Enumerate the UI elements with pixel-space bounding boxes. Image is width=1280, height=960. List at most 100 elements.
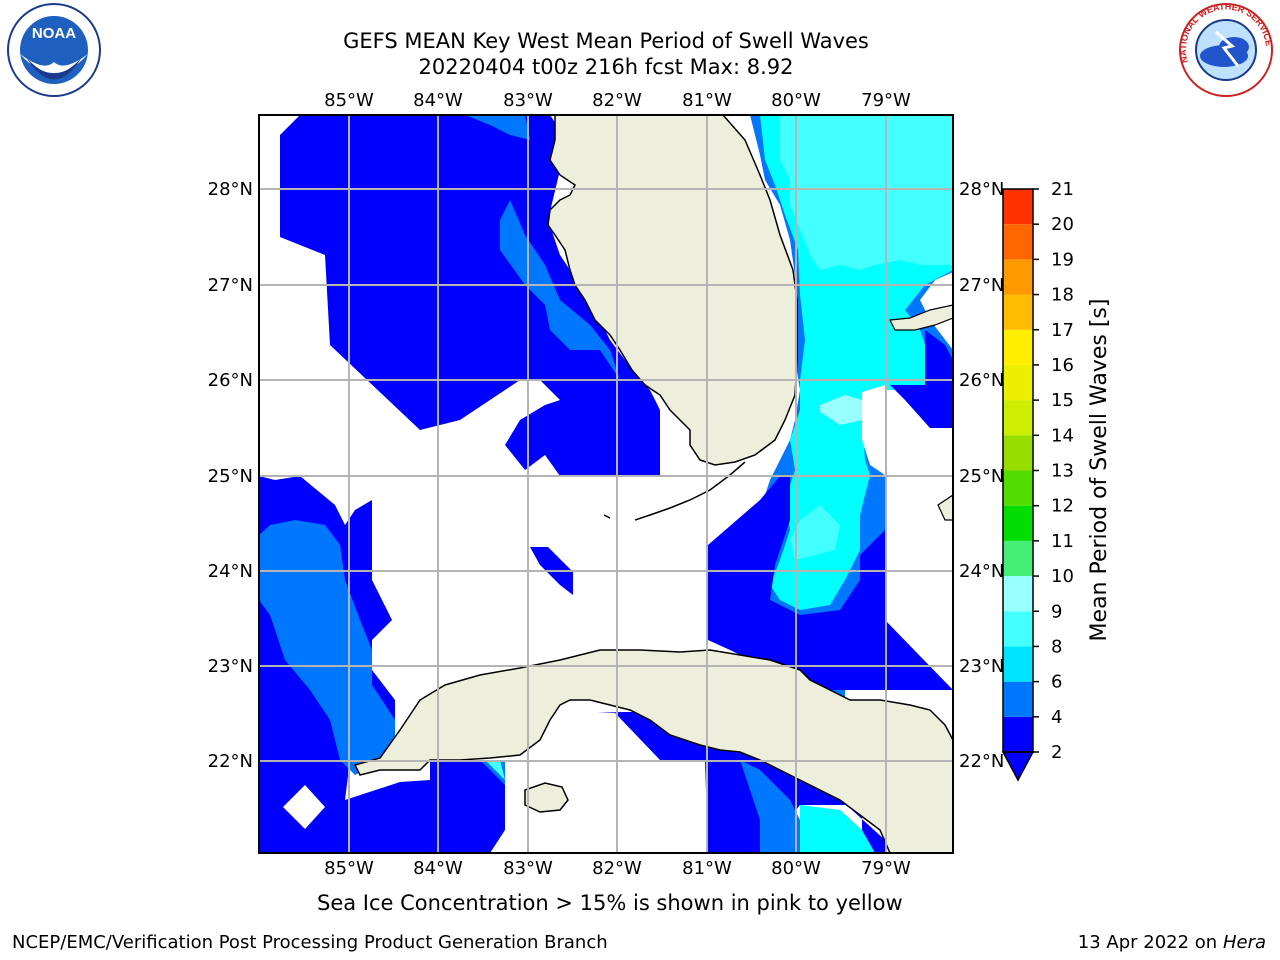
swell-region-atlantic-paleblue — [820, 395, 862, 425]
colorbar-tick-label: 2 — [1051, 742, 1062, 763]
lon-label: 84°W — [413, 858, 463, 879]
colorbar-segment — [1003, 505, 1033, 541]
land-bahamas2 — [937, 494, 953, 521]
lat-label: 23°N — [959, 656, 1004, 677]
swell-region-gulf-mid — [465, 115, 530, 140]
lon-label: 80°W — [771, 858, 821, 879]
nws-logo: NATIONAL WEATHER SERVICE — [1178, 2, 1274, 97]
swell-region-east-blue2 — [890, 330, 953, 428]
lon-label: 79°W — [861, 858, 911, 879]
lat-label: 27°N — [959, 275, 1004, 296]
colorbar-tick-label: 21 — [1051, 179, 1074, 200]
lat-label: 23°N — [208, 656, 253, 677]
swell-region-southeast-blue — [708, 476, 953, 690]
lon-label: 85°W — [324, 90, 374, 111]
lat-label: 22°N — [959, 751, 1004, 772]
colorbar-segment — [1003, 646, 1033, 682]
land-bahamas — [889, 304, 953, 331]
noaa-logo: NOAA — [7, 3, 101, 97]
swell-region-west-mid — [259, 520, 395, 775]
colorbar-tick-label: 8 — [1051, 636, 1062, 657]
lon-label: 82°W — [592, 858, 642, 879]
colorbar-extension — [1001, 751, 1035, 782]
colorbar-tick-label: 11 — [1051, 531, 1074, 552]
graticule — [259, 115, 953, 853]
lat-label: 24°N — [208, 561, 253, 582]
lat-label: 26°N — [208, 370, 253, 391]
colorbar-segment — [1003, 470, 1033, 506]
colorbar-tick-label: 16 — [1051, 355, 1074, 376]
colorbar-tick-label: 10 — [1051, 566, 1074, 587]
colorbar-tick-label: 20 — [1051, 214, 1074, 235]
colorbar-tick-label: 17 — [1051, 320, 1074, 341]
colorbar-label: Mean Period of Swell Waves [s] — [1087, 299, 1112, 642]
swell-region-south-cuba2 — [740, 760, 870, 853]
colorbar-segment — [1003, 259, 1033, 295]
land-florida — [547, 115, 798, 466]
swell-region-south-cyan — [485, 760, 505, 780]
lat-label: 27°N — [208, 275, 253, 296]
lon-label: 85°W — [324, 858, 374, 879]
colorbar-segment — [1003, 716, 1033, 752]
swell-region-gulf — [280, 115, 660, 476]
colorbar: 2 4 6 8 9 10 11 12 13 14 15 16 17 18 19 20 21 — [1001, 179, 1074, 782]
colorbar-segment — [1003, 400, 1033, 436]
lat-label: 28°N — [959, 179, 1004, 200]
swell-region-gulf-patch2 — [505, 455, 528, 500]
swell-region-west-white — [283, 785, 325, 829]
lat-label: 22°N — [208, 751, 253, 772]
lat-label: 24°N — [959, 561, 1004, 582]
colorbar-tick-label: 4 — [1051, 707, 1062, 728]
footer-date: 13 Apr 2022 on — [1077, 932, 1223, 953]
lon-label: 81°W — [682, 858, 732, 879]
colorbar-tick-label: 9 — [1051, 601, 1062, 622]
colorbar-segment — [1003, 364, 1033, 401]
lat-label: 25°N — [959, 466, 1004, 487]
colorbar-tick-label: 6 — [1051, 672, 1062, 693]
lon-label: 83°W — [503, 90, 553, 111]
colorbar-tick-label: 18 — [1051, 285, 1074, 306]
colorbar-segment — [1003, 540, 1033, 577]
colorbar-tick-label: 14 — [1051, 425, 1074, 446]
colorbar-segment — [1003, 681, 1033, 717]
colorbar-segment — [1003, 435, 1033, 471]
land-cuba — [353, 649, 953, 853]
swell-region-atlantic-light2 — [790, 505, 840, 560]
lat-labels-left: 28°N 27°N 26°N 25°N 24°N 23°N 22°N — [208, 179, 253, 772]
lon-label: 83°W — [503, 858, 553, 879]
lon-label: 81°W — [682, 90, 732, 111]
lat-label: 28°N — [208, 179, 253, 200]
footer-right: 13 Apr 2022 on Hera — [1078, 932, 1266, 953]
sea-ice-note: Sea Ice Concentration > 15% is shown in … — [317, 891, 903, 915]
swell-region-atlantic-light — [780, 115, 953, 270]
colorbar-tick-label: 13 — [1051, 461, 1074, 482]
chart-subtitle: 20220404 t00z 216h fcst Max: 8.92 — [418, 55, 794, 79]
map-plot-area — [259, 115, 953, 853]
lon-label: 80°W — [771, 90, 821, 111]
noaa-logo-text: NOAA — [32, 25, 76, 42]
lat-label: 25°N — [208, 466, 253, 487]
lon-label: 79°W — [861, 90, 911, 111]
colorbar-segment — [1003, 611, 1033, 647]
lat-labels-right: 28°N 27°N 26°N 25°N 24°N 23°N 22°N — [959, 179, 1004, 772]
lon-label: 84°W — [413, 90, 463, 111]
lon-labels-top: 85°W 84°W 83°W 82°W 81°W 80°W 79°W — [324, 90, 911, 111]
colorbar-tick-label: 12 — [1051, 496, 1074, 517]
swell-region-gulf-mid2 — [500, 200, 620, 380]
colorbar-segment — [1003, 294, 1033, 330]
footer-host: Hera — [1222, 932, 1266, 953]
swell-region-south-cuba — [597, 712, 885, 853]
colorbar-tick-label: 15 — [1051, 390, 1074, 411]
lat-label: 26°N — [959, 370, 1004, 391]
chart-title: GEFS MEAN Key West Mean Period of Swell … — [343, 29, 869, 53]
land-isle-of-youth — [524, 782, 569, 813]
colorbar-segment — [1003, 189, 1033, 225]
colorbar-segment — [1003, 576, 1033, 612]
colorbar-tick-label: 19 — [1051, 249, 1074, 270]
lon-label: 82°W — [592, 90, 642, 111]
swell-region-south-cuba-cyan — [800, 805, 875, 853]
footer-left: NCEP/EMC/Verification Post Processing Pr… — [12, 932, 608, 953]
colorbar-segment — [1003, 224, 1033, 260]
lon-labels-bottom: 85°W 84°W 83°W 82°W 81°W 80°W 79°W — [324, 858, 911, 879]
